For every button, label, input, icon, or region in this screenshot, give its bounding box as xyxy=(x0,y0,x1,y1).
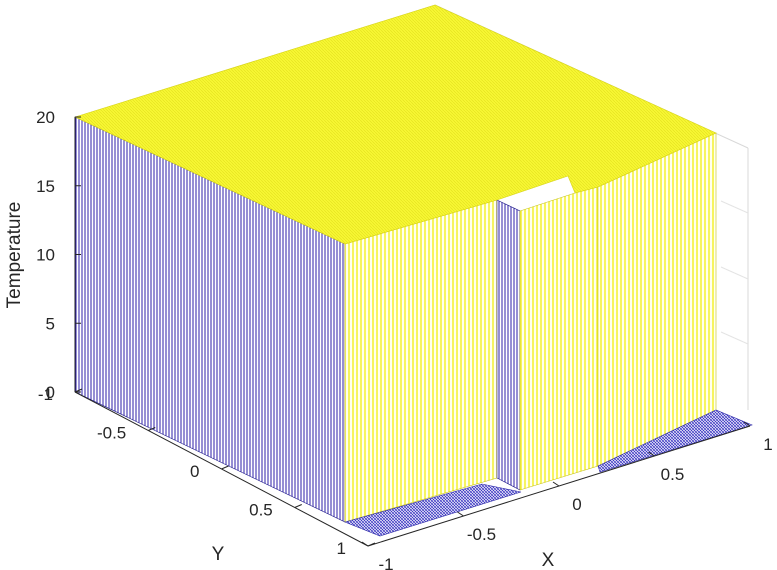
y-axis-tick-mark xyxy=(74,388,83,393)
y-axis-tick-label: 1 xyxy=(337,539,346,558)
floor-strip-right xyxy=(597,409,753,473)
x-axis-tick-label: 1 xyxy=(763,435,772,454)
x-axis-tick-mark xyxy=(361,541,369,547)
z-axis-tick-label: 20 xyxy=(36,108,55,127)
slot-inner-face xyxy=(496,199,521,491)
x-axis-tick-mark xyxy=(743,421,751,427)
wall-front-face-left xyxy=(344,199,498,523)
y-axis-tick-label: -0.5 xyxy=(97,424,126,443)
surface-walls xyxy=(74,116,717,523)
gridline-z-back-5 xyxy=(720,331,749,345)
y-axis: -1 -0.5 0 0.5 1 Y xyxy=(38,385,376,565)
gridline-z-back-10 xyxy=(720,266,749,280)
x-axis-tick-mark xyxy=(552,481,560,487)
surface-top xyxy=(74,4,717,245)
x-axis-tick-mark xyxy=(457,511,464,517)
y-axis-tick-mark xyxy=(294,504,302,508)
y-axis-tick-label: 0 xyxy=(190,462,199,481)
z-axis-label: Temperature xyxy=(4,202,25,309)
x-axis-tick-label: 0.5 xyxy=(661,465,685,484)
y-axis-tick-label: 0.5 xyxy=(249,501,273,520)
z-axis-tick-label: 10 xyxy=(36,246,55,265)
y-axis-label: Y xyxy=(212,544,225,565)
x-axis-label: X xyxy=(542,550,555,570)
x-axis-tick-mark xyxy=(648,451,655,457)
z-axis-tick-label: 15 xyxy=(36,177,55,196)
x-axis-tick-label: -1 xyxy=(378,555,393,570)
z-axis-tick-label: 0 xyxy=(46,383,55,402)
y-axis-tick-label: -1 xyxy=(38,385,53,404)
top-face xyxy=(74,4,717,245)
y-axis-tick-mark xyxy=(148,427,156,431)
x-axis-tick-label: -0.5 xyxy=(467,525,496,544)
wall-front-face-right xyxy=(597,132,717,467)
surface-floor xyxy=(344,409,753,537)
gridline-z-back-15 xyxy=(720,200,749,214)
x-axis: -1 -0.5 0 0.5 1 X xyxy=(361,421,773,570)
y-axis-tick-mark xyxy=(221,465,229,470)
z-axis-tick-label: 5 xyxy=(46,314,55,333)
x-axis-tick-label: 0 xyxy=(572,495,581,514)
wall-front-face-middle xyxy=(519,186,599,491)
z-axis: 0 5 10 15 20 Temperature xyxy=(4,108,81,402)
floor-strip-left xyxy=(344,483,522,537)
